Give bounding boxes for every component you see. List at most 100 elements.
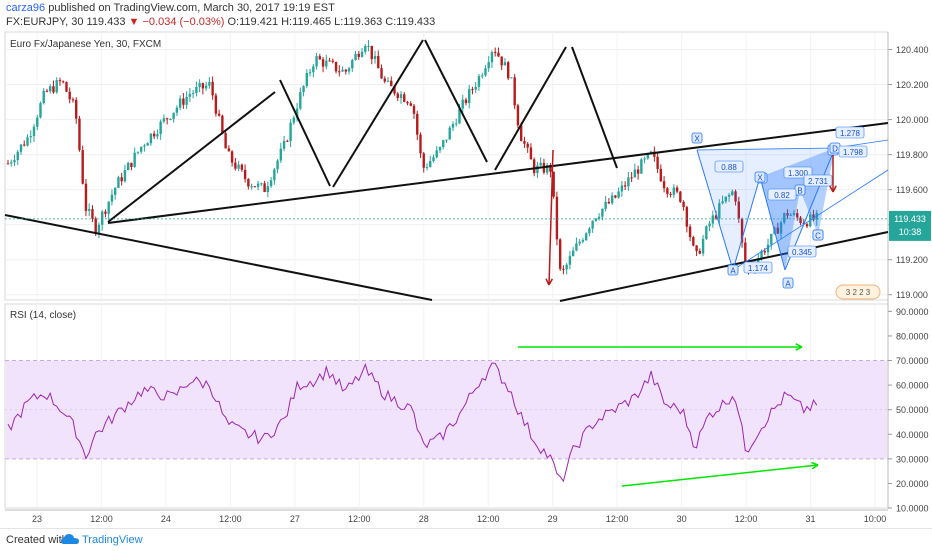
candle-body — [766, 244, 770, 253]
trendline — [332, 39, 424, 188]
pattern-badge — [835, 284, 881, 300]
candle-body — [481, 75, 484, 77]
candle-body — [71, 99, 75, 101]
candle-body — [581, 240, 585, 242]
candle-body — [312, 66, 315, 73]
candle-body — [88, 209, 91, 211]
harmonic-ratio-label: 0.345 — [792, 248, 813, 257]
candle-body — [344, 69, 347, 72]
harmonic-point-marker — [782, 277, 794, 289]
trendline — [571, 46, 618, 169]
candle-body — [425, 166, 429, 168]
rsi-axis-label: 30.0000 — [896, 454, 929, 464]
time-axis-label: 12:00 — [219, 514, 242, 524]
quote-line: FX:EURJPY, 30 119.433 ▼ −0.034 (−0.03%) … — [6, 16, 435, 28]
candle-body — [211, 81, 214, 96]
candle-body — [260, 183, 263, 185]
candle-body — [523, 141, 526, 144]
time-axis-label: 23 — [32, 514, 42, 524]
candle-body — [42, 90, 45, 104]
candle-body — [315, 56, 318, 67]
candle-body — [169, 118, 172, 120]
price-axis-label: 120.400 — [896, 45, 929, 55]
candle-body — [133, 152, 136, 167]
candle-body — [81, 150, 84, 184]
chart-canvas[interactable]: 120.400 120.200 120.000 119.800 119.600 119.4… — [0, 30, 932, 528]
candle-body — [458, 108, 461, 124]
rsi-axis-label: 50.0000 — [896, 405, 929, 415]
candle-body — [188, 93, 192, 97]
candle-body — [107, 201, 110, 214]
candle-body — [409, 103, 412, 106]
candle-body — [139, 146, 143, 152]
candle-body — [230, 151, 234, 163]
candle-body — [240, 164, 244, 170]
candle-body — [104, 211, 107, 214]
candle-body — [500, 56, 503, 66]
green-arrow-head — [795, 343, 803, 351]
candle-body — [126, 162, 130, 170]
time-axis-label: 29 — [548, 514, 558, 524]
candle-body — [390, 80, 393, 87]
candle-body — [760, 251, 763, 259]
candle-body — [45, 90, 49, 92]
candle-body — [422, 153, 425, 168]
candle-body — [292, 117, 296, 123]
candle-body — [519, 125, 523, 142]
candle-body — [552, 171, 555, 197]
last-price: 119.433 — [86, 16, 126, 28]
harmonic-ratio-label: 1.174 — [748, 264, 769, 273]
candle-body — [58, 80, 62, 82]
green-arrow — [621, 464, 819, 487]
harmonic-leg — [696, 149, 734, 271]
candle-body — [718, 203, 721, 219]
candle-body — [360, 51, 364, 57]
price-axis-label: 119.600 — [896, 185, 928, 195]
candle-body — [737, 201, 740, 219]
candle-body — [32, 126, 36, 137]
candle-body — [484, 68, 487, 76]
author-link[interactable]: carza96 — [6, 2, 46, 14]
candle-body — [380, 68, 383, 79]
candle-body — [152, 133, 156, 137]
trendline — [107, 91, 276, 223]
harmonic-point-marker — [754, 171, 766, 183]
candle-body — [536, 165, 539, 174]
candle-body — [494, 51, 497, 53]
candle-body — [325, 60, 328, 67]
candle-body — [253, 186, 257, 188]
chart-header: carza96 published on TradingView.com, Ma… — [0, 0, 932, 30]
candle-body — [178, 98, 182, 108]
candle-body — [16, 151, 19, 161]
current-price-tag — [889, 210, 931, 241]
candle-body — [799, 217, 802, 223]
tradingview-brand-link[interactable]: TradingView — [82, 534, 143, 546]
candle-body — [659, 168, 663, 182]
harmonic-ratio-box — [767, 188, 797, 201]
candle-body — [172, 112, 175, 119]
candle-body — [247, 179, 250, 187]
candle-body — [221, 115, 224, 134]
pattern-badge-label: 3 2 2 3 — [846, 288, 871, 297]
candle-body — [341, 69, 344, 72]
candle-body — [266, 186, 270, 192]
candle-body — [578, 241, 581, 244]
red-down-arrow-head — [829, 185, 837, 193]
candle-body — [623, 185, 627, 187]
candle-body — [545, 164, 549, 173]
candle-body — [643, 158, 646, 160]
candle-body — [714, 215, 718, 219]
harmonic-leg — [759, 176, 786, 271]
candle-body — [685, 207, 689, 227]
candle-body — [279, 148, 283, 161]
time-axis-label: 27 — [290, 514, 300, 524]
harmonic-ratio-box — [787, 245, 817, 258]
candle-body — [610, 195, 614, 204]
candle-body — [568, 256, 572, 265]
time-axis-label: 12:00 — [90, 514, 113, 524]
harmonic-ratio-label: 1.278 — [840, 129, 861, 138]
candle-body — [731, 191, 734, 195]
harmonic-point-marker — [727, 264, 739, 276]
candle-body — [295, 108, 299, 118]
candle-body — [783, 213, 786, 223]
